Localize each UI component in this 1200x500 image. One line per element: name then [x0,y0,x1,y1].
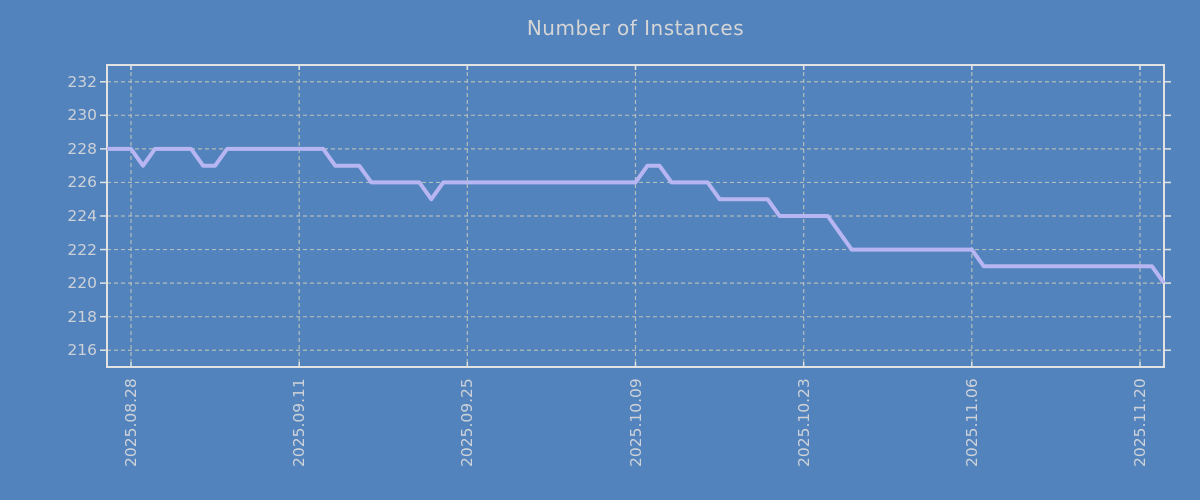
x-tick-label: 2025.08.28 [122,378,141,467]
x-tick-label: 2025.10.09 [626,378,645,467]
x-tick-label: 2025.09.25 [458,378,477,467]
y-tick-label: 230 [67,106,97,125]
x-tick-label: 2025.09.11 [290,378,309,467]
y-tick-label: 216 [67,341,97,360]
y-tick-label: 222 [67,240,97,259]
y-tick-label: 226 [67,173,97,192]
x-tick-label: 2025.11.20 [1130,378,1149,467]
x-tick-label: 2025.11.06 [962,378,981,467]
y-tick-label: 220 [67,274,97,293]
y-tick-label: 224 [67,207,97,225]
plot-border [106,64,1165,368]
chart-title: Number of Instances [526,16,745,40]
y-tick-label: 232 [67,72,97,91]
y-tick-label: 218 [67,307,97,326]
x-tick-label: 2025.10.23 [794,378,813,467]
instances-line [107,146,1166,285]
y-tick-label: 228 [67,139,97,158]
